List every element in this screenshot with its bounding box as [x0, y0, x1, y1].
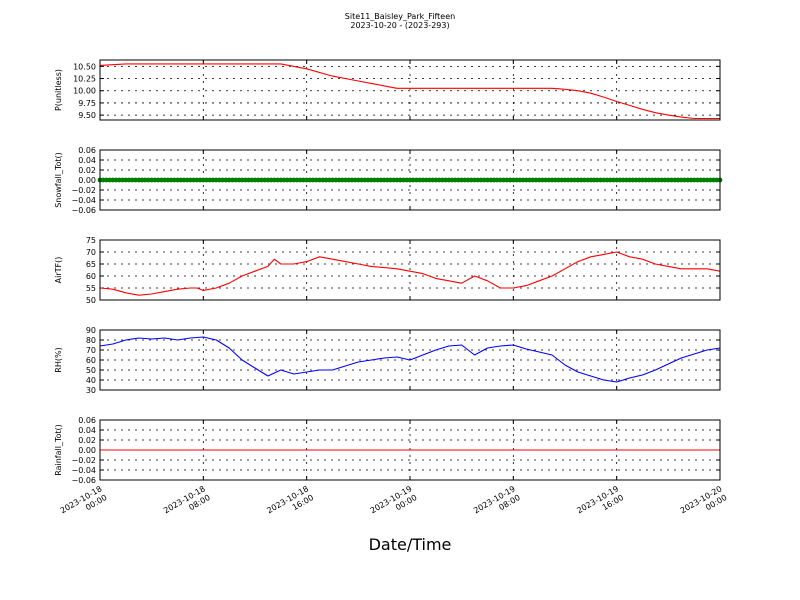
y-tick-label: 60 — [86, 272, 96, 281]
y-tick-label: 65 — [86, 260, 96, 269]
x-tick-label: 2023-10-1816:00 — [265, 484, 315, 524]
y-tick-label: 30 — [86, 386, 96, 395]
series-line-4-1 — [99, 336, 721, 383]
y-axis-label: RH(%) — [54, 347, 63, 372]
y-tick-label: 10.00 — [73, 87, 96, 96]
y-tick-label: 0.00 — [78, 446, 96, 455]
y-axis-label: P(unitless) — [54, 69, 63, 111]
y-axis-label: Snowfall_Tot() — [54, 152, 63, 208]
y-tick-label: 70 — [86, 346, 96, 355]
y-tick-label: 0.06 — [78, 146, 96, 155]
y-tick-label: −0.04 — [71, 196, 96, 205]
panel-frame — [99, 59, 721, 121]
x-axis: 2023-10-1800:00 2023-10-1808:00 2023-10-18… — [59, 484, 729, 524]
y-tick-label: −0.04 — [71, 466, 96, 475]
x-tick-label: 2023-10-2000:00 — [679, 484, 729, 524]
x-tick-label: 2023-10-1908:00 — [472, 484, 522, 524]
x-tick-label: 2023-10-1916:00 — [575, 484, 625, 524]
x-tick-label: 2023-10-1800:00 — [59, 484, 109, 524]
y-tick-label: 0.02 — [78, 436, 96, 445]
y-tick-label: 0.06 — [78, 416, 96, 425]
y-tick-label: −0.06 — [71, 476, 96, 485]
panels: 9.509.7510.0010.2510.50P(unitless)−0.06−… — [54, 59, 723, 485]
y-tick-label: 0.04 — [78, 426, 96, 435]
y-tick-label: 0.02 — [78, 166, 96, 175]
y-tick-label: 55 — [86, 284, 96, 293]
panel-frame — [99, 329, 721, 391]
y-tick-label: 70 — [86, 248, 96, 257]
x-tick-label: 2023-10-1808:00 — [162, 484, 212, 524]
y-tick-label: −0.02 — [71, 186, 96, 195]
x-tick-label: 2023-10-1900:00 — [369, 484, 419, 524]
y-tick-label: 9.50 — [78, 111, 96, 120]
y-tick-label: 9.75 — [78, 99, 96, 108]
y-tick-label: 80 — [86, 336, 96, 345]
panel-frame — [99, 149, 721, 211]
series-line-3-1 — [99, 251, 721, 296]
y-axis-label: Rainfall_Tot() — [54, 424, 63, 476]
y-tick-label: −0.02 — [71, 456, 96, 465]
y-tick-label: 0.04 — [78, 156, 96, 165]
panel-2: −0.06−0.04−0.020.000.020.040.06 Snowfall_… — [54, 146, 723, 215]
panel-frame — [99, 239, 721, 301]
panel-1: 9.50 9.75 10.00 10.25 10.50 P(unitless) — [54, 59, 721, 121]
y-tick-label: 40 — [86, 376, 96, 385]
panel-frame — [99, 419, 721, 481]
y-axis-label: AirTF() — [54, 257, 63, 284]
y-tick-label: 10.50 — [73, 62, 96, 71]
y-tick-label: 50 — [86, 366, 96, 375]
panel-3: 50 55 60 65 70 75 AirTF() — [54, 236, 721, 305]
y-tick-label: −0.06 — [71, 206, 96, 215]
chart-subtitle: 2023-10-20 - (2023-293) — [350, 21, 449, 30]
x-axis-label: Date/Time — [369, 535, 452, 554]
panel-5: −0.06−0.04−0.020.000.020.040.06 Rainfall_… — [54, 416, 721, 485]
y-tick-label: 90 — [86, 326, 96, 335]
y-tick-label: 10.25 — [73, 75, 96, 84]
chart-title: Site11_Baisley_Park_Fifteen — [345, 12, 455, 21]
series-line-1-1 — [99, 63, 720, 120]
series-markers — [97, 177, 723, 183]
y-tick-label: 60 — [86, 356, 96, 365]
y-tick-label: 0.00 — [78, 176, 96, 185]
y-tick-label: 75 — [86, 236, 96, 245]
y-tick-label: 50 — [86, 296, 96, 305]
